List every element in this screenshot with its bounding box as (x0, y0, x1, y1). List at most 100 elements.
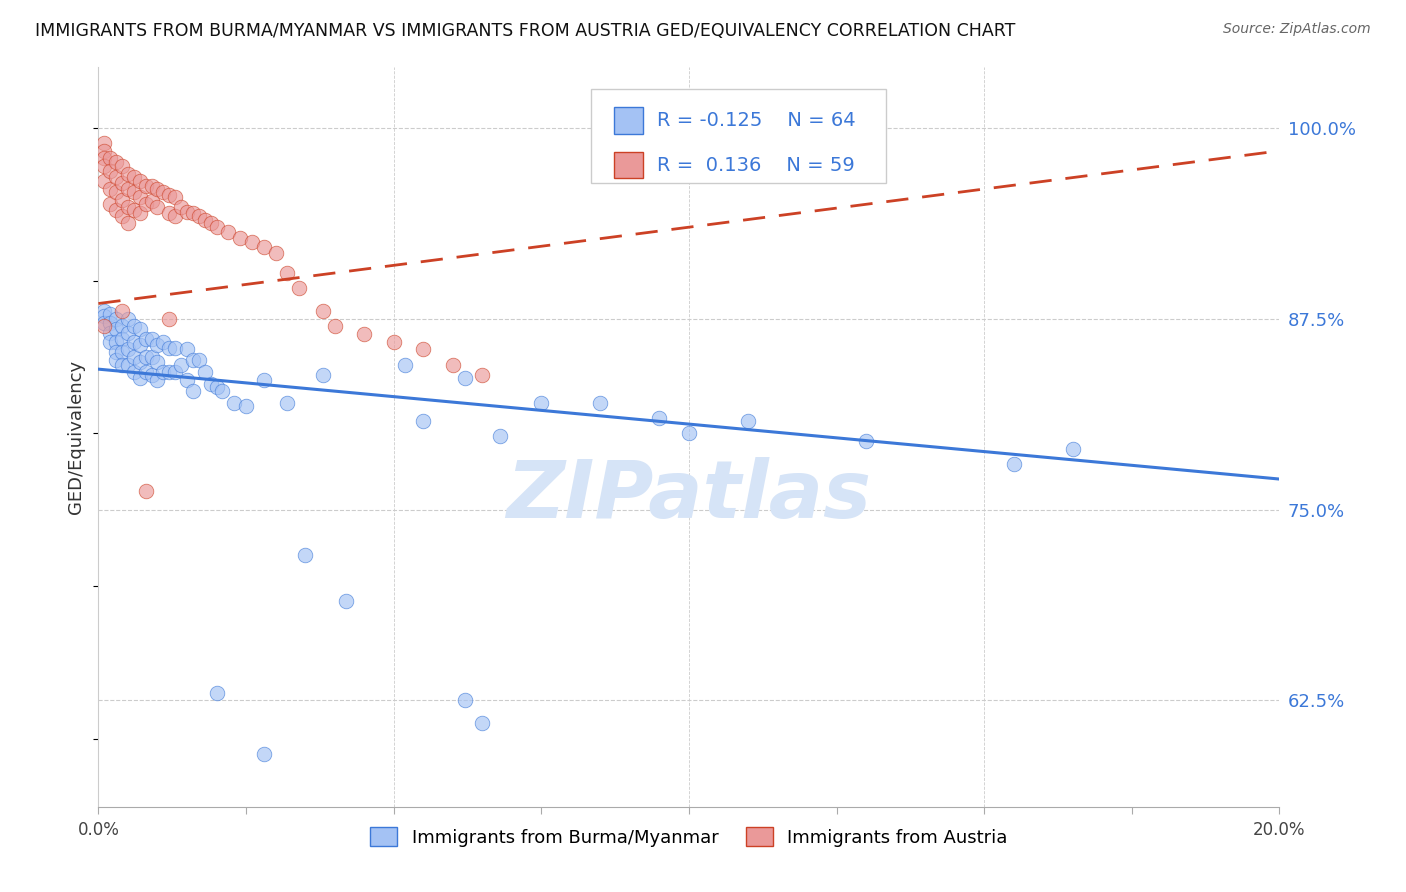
Point (122, 350, 145, 364)
Point (128, 322, 150, 336)
Point (117, 216, 139, 230)
Point (105, 154, 128, 169)
Point (229, 231, 252, 245)
Point (98, 334, 121, 349)
Point (205, 686, 228, 700)
Point (157, 188, 180, 202)
Text: Source: ZipAtlas.com: Source: ZipAtlas.com (1223, 22, 1371, 37)
Point (135, 365, 157, 379)
Point (128, 371, 150, 385)
Point (93, 152, 115, 166)
Point (146, 337, 169, 351)
Point (181, 353, 204, 368)
Point (224, 395, 246, 409)
Point (312, 304, 335, 318)
Point (589, 395, 612, 409)
Point (105, 353, 128, 368)
Point (194, 365, 217, 379)
Point (135, 332, 157, 346)
Point (98, 317, 121, 331)
Point (170, 358, 193, 372)
Point (211, 384, 233, 398)
Point (1002, 457, 1025, 471)
Point (105, 334, 128, 349)
Point (152, 185, 174, 199)
Point (98, 152, 121, 166)
Point (382, 334, 405, 349)
Point (141, 178, 163, 193)
Point (453, 371, 475, 385)
Point (146, 182, 169, 196)
Point (489, 429, 512, 443)
Legend: Immigrants from Burma/Myanmar, Immigrants from Austria: Immigrants from Burma/Myanmar, Immigrant… (363, 820, 1015, 854)
Point (141, 350, 163, 364)
Point (157, 311, 180, 326)
Text: IMMIGRANTS FROM BURMA/MYANMAR VS IMMIGRANTS FROM AUSTRIA GED/EQUIVALENCY CORRELA: IMMIGRANTS FROM BURMA/MYANMAR VS IMMIGRA… (35, 22, 1015, 40)
Point (205, 220, 228, 235)
Point (394, 358, 416, 372)
Point (93, 144, 115, 158)
Point (165, 341, 187, 355)
Text: R = -0.125    N = 64: R = -0.125 N = 64 (657, 111, 855, 130)
Point (111, 319, 134, 334)
Point (122, 169, 145, 184)
Point (205, 380, 228, 394)
Point (122, 334, 145, 349)
Point (111, 159, 134, 173)
Point (141, 368, 163, 383)
Point (111, 358, 134, 372)
Point (146, 354, 169, 368)
Point (165, 189, 187, 203)
Point (141, 332, 163, 346)
Point (200, 216, 222, 230)
Point (105, 345, 128, 359)
Point (441, 358, 464, 372)
Point (122, 203, 145, 218)
Point (111, 193, 134, 207)
Point (98, 307, 121, 321)
Point (135, 197, 157, 211)
Point (253, 373, 276, 387)
Point (128, 189, 150, 203)
Point (235, 399, 257, 413)
Point (93, 159, 115, 173)
Point (276, 395, 298, 409)
Point (128, 174, 150, 188)
Point (135, 484, 157, 499)
Point (111, 176, 134, 190)
Point (98, 326, 121, 340)
Point (678, 426, 700, 441)
Point (200, 377, 222, 392)
Point (471, 716, 494, 731)
Point (117, 311, 139, 326)
Point (105, 311, 128, 326)
Text: 20.0%: 20.0% (1253, 821, 1306, 838)
Point (93, 317, 115, 331)
Point (157, 365, 180, 379)
Point (181, 384, 204, 398)
Point (111, 345, 134, 359)
Point (253, 240, 276, 254)
Point (117, 343, 139, 357)
Point (165, 365, 187, 379)
Point (1062, 442, 1084, 456)
Point (105, 322, 128, 336)
Point (122, 319, 145, 334)
Point (530, 395, 553, 409)
Point (453, 693, 475, 707)
Point (264, 246, 287, 260)
Point (253, 747, 276, 761)
Point (176, 343, 198, 357)
Point (187, 353, 209, 368)
Point (737, 414, 759, 428)
Point (146, 200, 169, 214)
Point (412, 414, 434, 428)
Point (217, 225, 239, 239)
Point (176, 373, 198, 387)
Point (135, 350, 157, 364)
Point (128, 354, 150, 368)
Point (93, 174, 115, 188)
Point (93, 319, 115, 334)
Point (152, 334, 174, 349)
Point (157, 206, 180, 220)
